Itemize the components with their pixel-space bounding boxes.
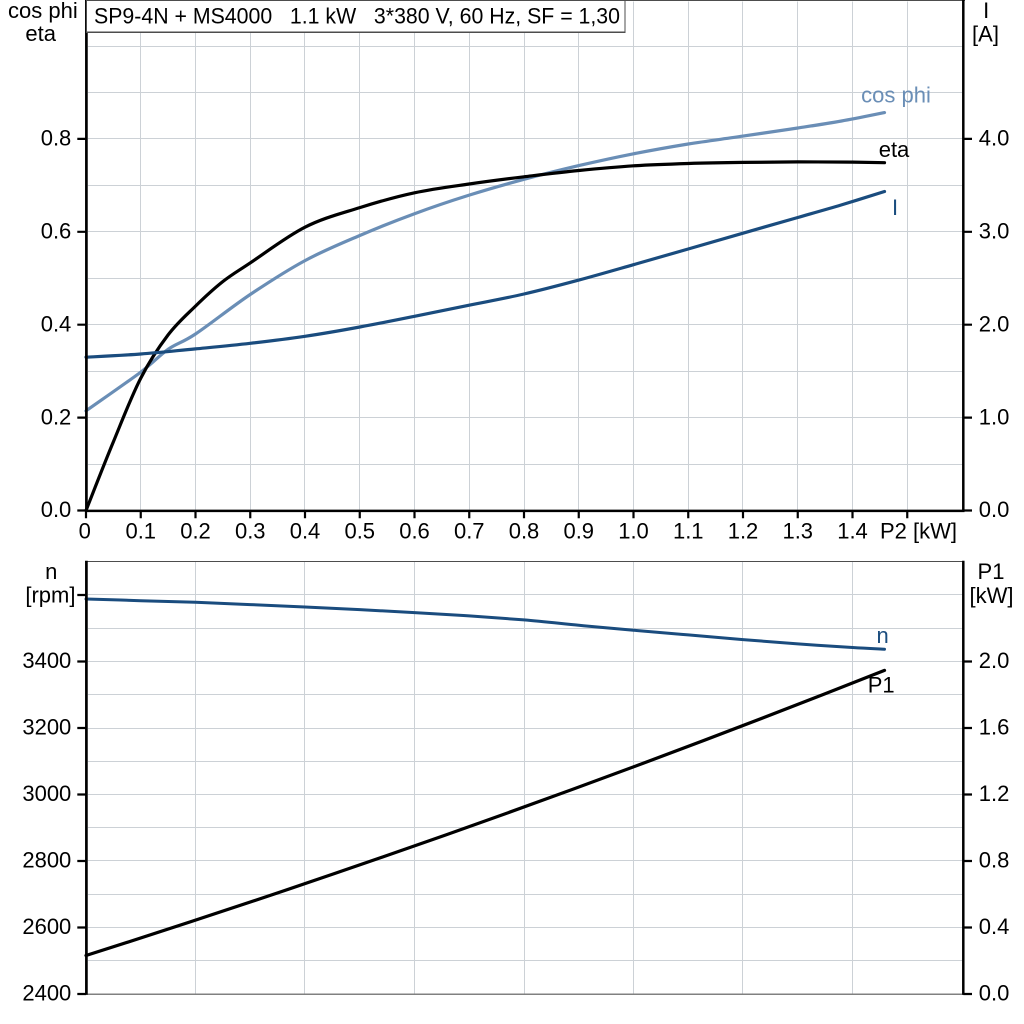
svg-text:3000: 3000 — [22, 781, 71, 806]
svg-text:1.6: 1.6 — [979, 715, 1010, 740]
svg-text:cos phi: cos phi — [861, 83, 931, 108]
svg-text:[A]: [A] — [972, 21, 999, 46]
svg-text:2.0: 2.0 — [979, 648, 1010, 673]
svg-text:0.7: 0.7 — [454, 519, 485, 544]
svg-text:0.1: 0.1 — [125, 519, 156, 544]
svg-text:0.8: 0.8 — [979, 848, 1010, 873]
svg-text:eta: eta — [25, 21, 56, 46]
svg-text:I: I — [983, 0, 989, 23]
svg-text:3200: 3200 — [22, 715, 71, 740]
svg-text:0.4: 0.4 — [979, 914, 1010, 939]
svg-text:0.6: 0.6 — [399, 519, 430, 544]
svg-text:P2 [kW]: P2 [kW] — [880, 519, 957, 544]
svg-text:3.0: 3.0 — [979, 219, 1010, 244]
svg-text:0.2: 0.2 — [41, 404, 72, 429]
svg-text:n: n — [876, 623, 888, 648]
svg-text:P1: P1 — [868, 673, 895, 698]
svg-text:4.0: 4.0 — [979, 126, 1010, 151]
svg-text:0.6: 0.6 — [41, 219, 72, 244]
svg-text:1.3: 1.3 — [782, 519, 813, 544]
svg-text:I: I — [892, 195, 898, 220]
svg-text:[kW]: [kW] — [970, 583, 1014, 608]
svg-text:eta: eta — [879, 137, 910, 162]
svg-text:0: 0 — [79, 519, 91, 544]
svg-text:2800: 2800 — [22, 848, 71, 873]
svg-text:0.0: 0.0 — [979, 497, 1010, 522]
svg-text:0.0: 0.0 — [41, 497, 72, 522]
svg-text:SP9-4N + MS4000 1.1 kW 3*3: SP9-4N + MS4000 1.1 kW 3*380 V, 60 Hz, S… — [94, 4, 620, 29]
svg-text:[rpm]: [rpm] — [25, 583, 75, 608]
svg-text:1.1: 1.1 — [673, 519, 704, 544]
svg-text:1.4: 1.4 — [837, 519, 868, 544]
svg-text:1.2: 1.2 — [979, 781, 1010, 806]
svg-text:2.0: 2.0 — [979, 311, 1010, 336]
svg-text:0.4: 0.4 — [41, 311, 72, 336]
svg-text:cos phi: cos phi — [8, 0, 78, 23]
svg-text:1.0: 1.0 — [979, 404, 1010, 429]
svg-text:2600: 2600 — [22, 914, 71, 939]
svg-text:0.8: 0.8 — [41, 126, 72, 151]
svg-text:2400: 2400 — [22, 981, 71, 1006]
svg-text:P1: P1 — [978, 559, 1005, 584]
svg-text:1.2: 1.2 — [728, 519, 759, 544]
svg-text:0.2: 0.2 — [180, 519, 211, 544]
svg-text:0.3: 0.3 — [235, 519, 266, 544]
svg-text:0.0: 0.0 — [979, 981, 1010, 1006]
svg-text:0.9: 0.9 — [563, 519, 594, 544]
svg-text:3400: 3400 — [22, 648, 71, 673]
svg-text:0.4: 0.4 — [290, 519, 321, 544]
svg-text:1.0: 1.0 — [618, 519, 649, 544]
svg-text:0.8: 0.8 — [509, 519, 540, 544]
svg-text:n: n — [45, 559, 57, 584]
svg-text:0.5: 0.5 — [344, 519, 375, 544]
